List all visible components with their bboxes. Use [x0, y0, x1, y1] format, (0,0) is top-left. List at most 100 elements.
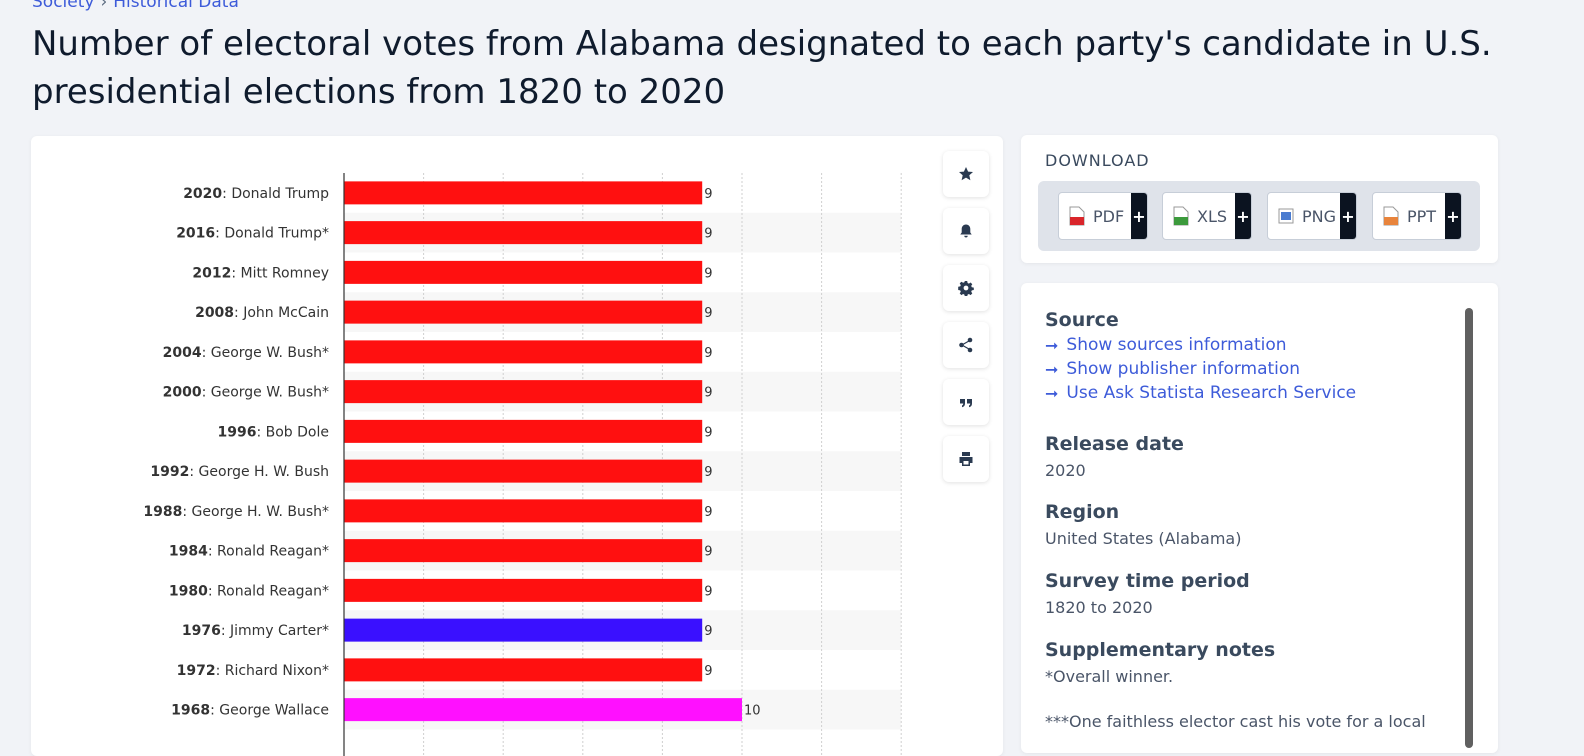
share-icon	[959, 337, 973, 353]
share-button[interactable]	[943, 322, 989, 368]
data-label: 9	[704, 664, 712, 679]
category-candidate: : George W. Bush*	[202, 345, 329, 361]
survey-period-heading: Survey time period	[1045, 570, 1250, 592]
print-icon	[959, 452, 973, 466]
download-buttons: PDF + XLS + PNG + PPT +	[1038, 181, 1480, 251]
bar	[344, 221, 703, 245]
category-year: 1996	[218, 424, 257, 440]
notification-button[interactable]	[943, 208, 989, 254]
category-year: 1988	[143, 504, 182, 520]
bar	[344, 380, 703, 404]
category-label: 1992: George H. W. Bush	[150, 464, 329, 480]
plus-icon: +	[1131, 193, 1147, 239]
bar	[344, 340, 703, 364]
category-candidate: : George H. W. Bush*	[182, 504, 329, 520]
category-candidate: : Donald Trump*	[215, 226, 329, 242]
source-heading: Source	[1045, 309, 1119, 331]
download-png-button[interactable]: PNG +	[1267, 192, 1357, 240]
download-png-label: PNG	[1302, 206, 1337, 226]
download-ppt-label: PPT	[1407, 206, 1437, 226]
breadcrumb-separator: ›	[100, 0, 108, 12]
data-label: 10	[744, 704, 761, 719]
category-label: 2000: George W. Bush*	[163, 385, 329, 401]
region-section: Region United States (Alabama)	[1045, 501, 1241, 548]
star-icon	[959, 167, 973, 181]
bar	[344, 578, 703, 602]
region-value: United States (Alabama)	[1045, 529, 1242, 548]
bar	[344, 260, 703, 284]
data-label: 9	[704, 227, 712, 242]
chart-card: 9 2020: Donald Trump 9 2016: Donald Trump* 9…	[31, 136, 1003, 756]
bar	[344, 539, 703, 563]
bar	[344, 618, 703, 642]
data-label: 9	[704, 346, 712, 361]
bar-chart: 9 2020: Donald Trump 9 2016: Donald Trump* 9…	[143, 173, 902, 756]
supplementary-notes-section: Supplementary notes *Overall winner. ***…	[1045, 639, 1426, 731]
quote-icon	[960, 399, 972, 408]
survey-period-value: 1820 to 2020	[1045, 598, 1153, 617]
category-year: 2008	[195, 305, 234, 321]
data-label: 9	[704, 505, 712, 520]
category-label: 2008: John McCain	[195, 305, 329, 321]
info-scrollbar[interactable]	[1465, 308, 1473, 748]
category-candidate: : John McCain	[234, 305, 329, 321]
bar	[344, 181, 703, 205]
print-button[interactable]	[943, 436, 989, 482]
download-panel: DOWNLOAD PDF + XLS + PNG + PPT +	[1021, 135, 1498, 263]
breadcrumb-society[interactable]: Society	[32, 0, 95, 12]
category-year: 1980	[169, 583, 208, 599]
plus-icon: +	[1340, 193, 1356, 239]
download-xls-button[interactable]: XLS +	[1162, 192, 1252, 240]
release-date-value: 2020	[1045, 461, 1086, 480]
category-candidate: : Bob Dole	[256, 424, 329, 440]
category-label: 1988: George H. W. Bush*	[143, 504, 329, 520]
category-candidate: : Jimmy Carter*	[221, 623, 329, 639]
show-publisher-label: Show publisher information	[1066, 359, 1301, 379]
ppt-file-icon	[1383, 206, 1399, 226]
category-year: 1972	[177, 663, 216, 679]
category-year: 2020	[183, 186, 222, 202]
show-sources-link[interactable]: ➞ Show sources information	[1045, 335, 1356, 355]
plus-icon: +	[1235, 193, 1251, 239]
data-label: 9	[704, 584, 712, 599]
download-pdf-button[interactable]: PDF +	[1058, 192, 1148, 240]
ask-statista-link[interactable]: ➞ Use Ask Statista Research Service	[1045, 383, 1356, 403]
data-label: 9	[704, 545, 712, 560]
download-ppt-button[interactable]: PPT +	[1372, 192, 1462, 240]
breadcrumb-historical-data[interactable]: Historical Data	[113, 0, 239, 12]
bell-icon	[960, 224, 972, 238]
category-label: 2004: George W. Bush*	[163, 345, 329, 361]
plus-icon: +	[1445, 193, 1461, 239]
region-heading: Region	[1045, 501, 1120, 523]
release-date-section: Release date 2020	[1045, 433, 1184, 480]
category-label: 2020: Donald Trump	[183, 186, 329, 202]
ask-statista-label: Use Ask Statista Research Service	[1066, 383, 1357, 403]
settings-button[interactable]	[943, 265, 989, 311]
category-candidate: : Ronald Reagan*	[208, 544, 329, 560]
show-publisher-link[interactable]: ➞ Show publisher information	[1045, 359, 1356, 379]
survey-period-section: Survey time period 1820 to 2020	[1045, 570, 1250, 617]
data-label: 9	[704, 624, 712, 639]
supplementary-notes-value: *Overall winner.	[1045, 667, 1174, 686]
category-candidate: : George W. Bush*	[202, 385, 329, 401]
cite-button[interactable]	[943, 379, 989, 425]
favorite-button[interactable]	[943, 151, 989, 197]
bar	[344, 658, 703, 682]
source-section: Source ➞ Show sources information ➞ Show p…	[1045, 309, 1356, 403]
data-label: 9	[704, 187, 712, 202]
bar	[344, 459, 703, 483]
category-label: 1984: Ronald Reagan*	[169, 544, 329, 560]
category-candidate: : George H. W. Bush	[189, 464, 329, 480]
category-candidate: : Ronald Reagan*	[208, 583, 329, 599]
category-year: 1992	[150, 464, 189, 480]
bar	[344, 499, 703, 523]
release-date-heading: Release date	[1045, 433, 1184, 455]
statistic-info-panel: Source ➞ Show sources information ➞ Show p…	[1021, 283, 1498, 753]
arrow-right-icon: ➞	[1045, 335, 1059, 355]
download-title: DOWNLOAD	[1045, 151, 1150, 170]
category-label: 1996: Bob Dole	[218, 424, 330, 440]
supplementary-notes-more: ***One faithless elector cast his vote f…	[1045, 712, 1426, 731]
bar	[344, 698, 742, 722]
category-year: 2012	[192, 265, 231, 281]
breadcrumb: Society › Historical Data	[32, 0, 239, 12]
